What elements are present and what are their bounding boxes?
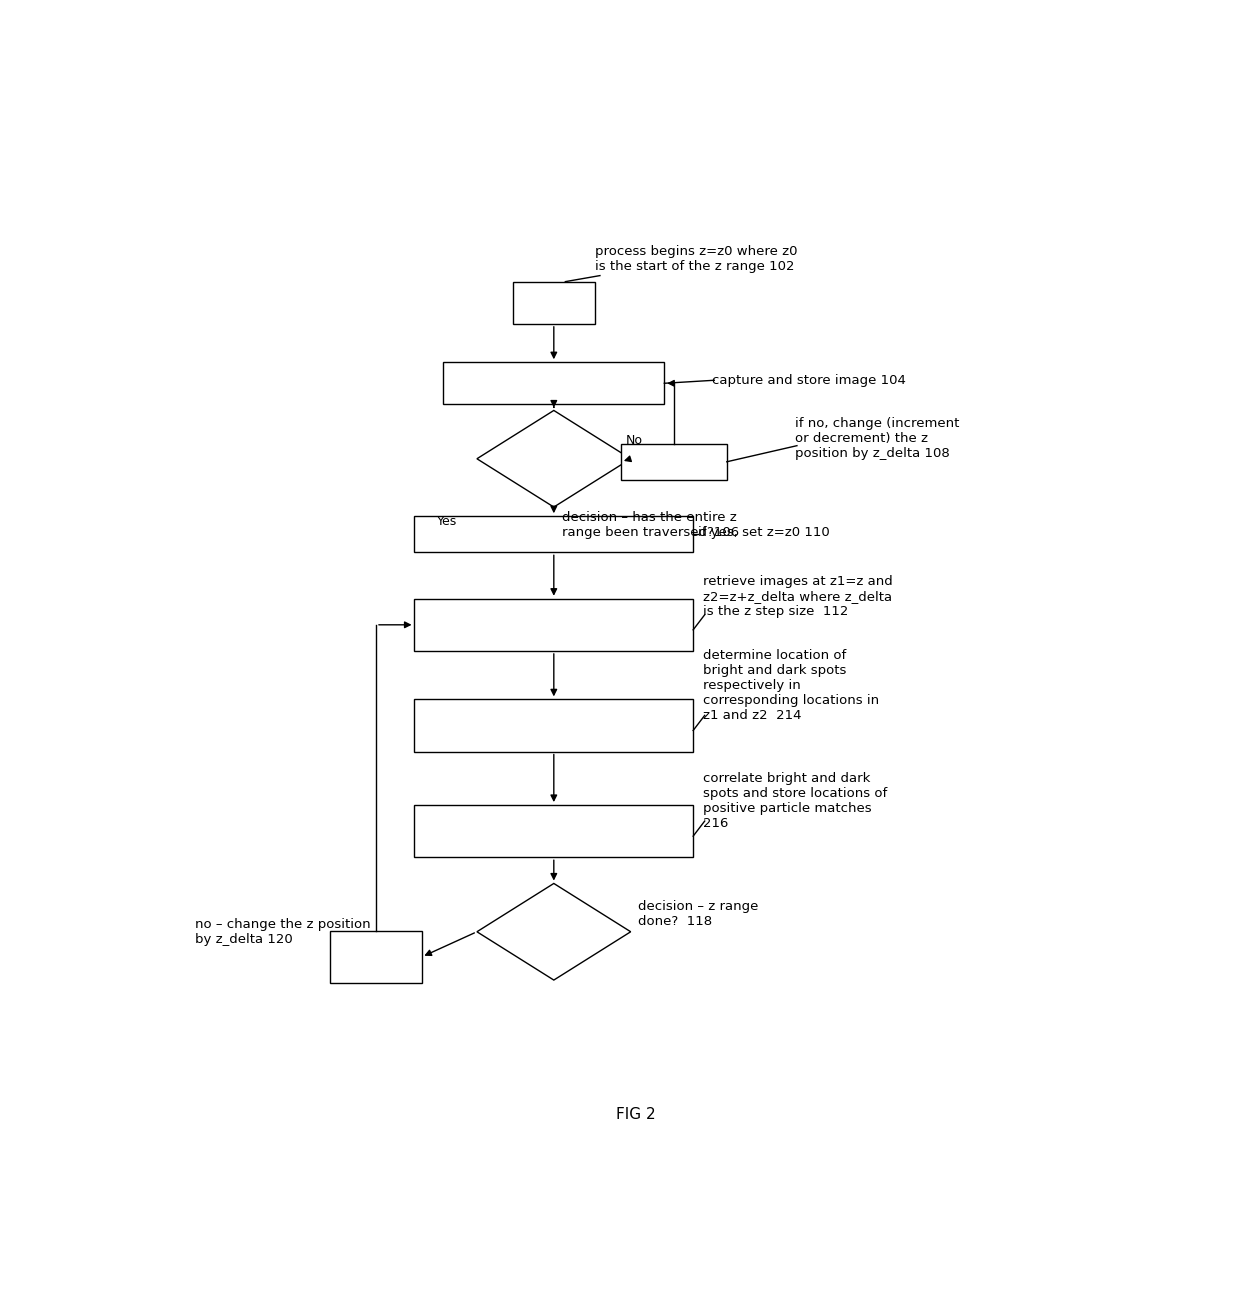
Text: process begins z=z0 where z0
is the start of the z range 102: process begins z=z0 where z0 is the star… <box>595 246 797 273</box>
Bar <box>414 805 693 857</box>
Text: decision – has the entire z
range been traversed?106: decision – has the entire z range been t… <box>562 511 739 538</box>
Text: no – change the z position
by z_delta 120: no – change the z position by z_delta 12… <box>196 918 371 946</box>
Bar <box>621 443 727 480</box>
Text: determine location of
bright and dark spots
respectively in
corresponding locati: determine location of bright and dark sp… <box>703 648 879 721</box>
Text: decision – z range
done?  118: decision – z range done? 118 <box>639 899 759 928</box>
Bar <box>330 931 422 983</box>
Text: correlate bright and dark
spots and store locations of
positive particle matches: correlate bright and dark spots and stor… <box>703 772 887 830</box>
Bar <box>414 699 693 752</box>
Text: if no, change (increment
or decrement) the z
position by z_delta 108: if no, change (increment or decrement) t… <box>795 417 960 460</box>
Text: FIG 2: FIG 2 <box>616 1107 655 1123</box>
Bar <box>414 599 693 651</box>
Polygon shape <box>477 884 631 980</box>
Bar <box>513 281 595 324</box>
Text: capture and store image 104: capture and store image 104 <box>712 374 906 387</box>
Bar <box>414 516 693 553</box>
Text: if yes, set z=z0 110: if yes, set z=z0 110 <box>698 525 830 538</box>
Polygon shape <box>477 410 631 507</box>
Text: retrieve images at z1=z and
z2=z+z_delta where z_delta
is the z step size  112: retrieve images at z1=z and z2=z+z_delta… <box>703 575 893 618</box>
Text: Yes: Yes <box>436 515 456 528</box>
Text: No: No <box>626 434 642 447</box>
Bar <box>444 362 665 404</box>
